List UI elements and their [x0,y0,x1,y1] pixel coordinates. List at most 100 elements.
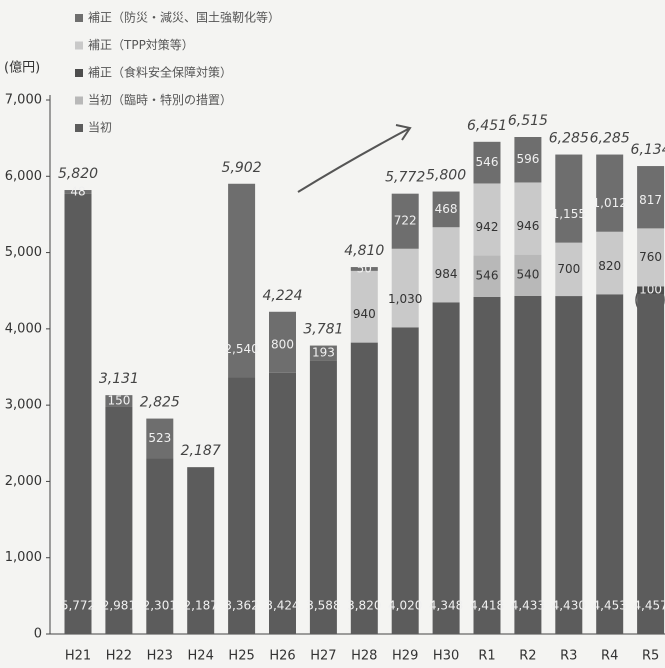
bar-segment [228,377,256,634]
bar-segment [637,293,665,634]
total-label: 3,781 [303,322,343,338]
y-tick-label: 2,000 [5,474,42,489]
bar-segment [309,360,337,634]
segment-label: 3,588 [306,599,340,613]
segment-label: 540 [516,268,539,282]
bar-segment [146,418,174,459]
x-tick-label: H30 [433,649,459,664]
segment-label: 984 [435,267,458,281]
bar-segment [105,406,133,634]
segment-label: 800 [271,337,294,351]
bar-segment [473,255,501,297]
x-tick-label: R4 [601,649,618,664]
segment-label: 1,012 [593,196,627,210]
total-label: 4,224 [262,288,302,304]
bar-segment [596,294,624,634]
total-label: 6,134 [631,142,665,158]
y-tick-label: 4,000 [5,321,42,336]
legend-label: 補正（TPP対策等） [88,38,194,52]
segment-label: 468 [435,202,458,216]
x-tick-label: H29 [392,649,418,664]
segment-label: 546 [476,155,499,169]
y-tick-label: 1,000 [5,550,42,565]
total-label: 4,810 [344,243,384,259]
x-tick-label: H26 [269,649,295,664]
y-tick-label: 3,000 [5,398,42,413]
segment-label: 50 [357,261,372,275]
total-label: 2,825 [140,394,180,410]
x-tick-label: R1 [478,649,495,664]
bar-segment [391,193,419,249]
segment-label: 817 [639,193,662,207]
segment-label: 4,457 [633,599,665,613]
bar-segment [555,154,583,243]
bar-segment [637,286,665,294]
bar-segment [473,183,501,256]
x-tick-label: H24 [188,649,214,664]
legend-label: 当初（臨時・特別の措置） [88,92,232,107]
segment-label: 2,540 [224,342,258,356]
bar-segment [350,270,378,343]
segment-label: 2,187 [184,599,218,613]
legend-swatch [75,124,83,132]
bar-segment [596,154,624,232]
bar-segment [555,242,583,297]
bar-segment [187,467,215,634]
total-label: 6,285 [590,131,630,147]
bar-segment [391,248,419,328]
x-tick-label: H22 [106,649,132,664]
total-label: 6,285 [549,131,589,147]
legend-label: 当初 [88,121,112,135]
segment-label: 3,424 [265,599,299,613]
bar-segment [432,302,460,634]
total-label: 5,772 [385,170,425,186]
y-tick-label: 5,000 [5,245,42,260]
x-tick-label: R5 [642,649,659,664]
bar-segment [514,182,542,255]
bar-segment [64,193,92,634]
segment-label: 1,030 [388,292,422,306]
segment-label: 946 [516,219,539,233]
segment-label: 4,418 [470,599,504,613]
segment-label: 596 [516,152,539,166]
bar-segment [514,254,542,296]
segment-label: 940 [353,307,376,321]
legend-label: 補正（食料安全保障対策） [88,65,232,80]
y-unit-label: (億円) [4,60,40,76]
segment-label: 150 [107,393,130,407]
bar-segment [350,267,378,271]
segment-label: 4,020 [388,599,422,613]
bar-segment [637,166,665,229]
bar-segment [269,372,296,634]
bar-segment [432,191,460,228]
bar-segment [473,296,501,634]
legend-swatch [75,69,83,77]
x-tick-label: R2 [519,649,536,664]
segment-label: 523 [148,431,171,445]
bar-segment [637,228,665,287]
y-tick-label: 6,000 [5,169,42,184]
x-tick-label: H23 [147,649,173,664]
bar-segment [391,327,419,634]
bar-segment [146,458,174,634]
bar-segment [555,296,583,634]
bar-segment [269,311,296,373]
segment-label: 3,362 [224,599,258,613]
y-tick-label: 7,000 [5,93,42,108]
segment-label: 5,772 [61,599,95,613]
segment-label: 3,820 [347,599,381,613]
bar-segment [228,183,256,378]
x-tick-label: H21 [65,649,91,664]
bar-segment [350,342,378,634]
segment-label: 722 [394,214,417,228]
legend-swatch [75,96,83,105]
total-label: 5,902 [222,160,262,176]
segment-label: 4,453 [593,599,627,613]
segment-label: 700 [557,262,580,276]
bar-segment [514,136,542,183]
total-label: 3,131 [99,371,139,387]
segment-label: 2,301 [143,599,177,613]
y-tick-label: 0 [34,627,42,642]
legend-swatch [75,41,83,50]
